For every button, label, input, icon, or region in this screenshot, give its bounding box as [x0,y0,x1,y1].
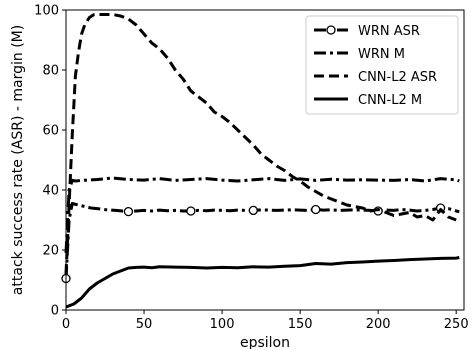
x-tick-label: 200 [366,317,391,332]
legend-label: CNN-L2 M [358,93,422,108]
legend-box [305,15,459,115]
legend-label: CNN-L2 ASR [358,70,437,85]
y-axis-label: attack success rate (ASR) - margin (M) [10,25,26,295]
x-tick-label: 250 [444,317,469,332]
plot-frame [65,9,465,311]
x-tick-label: 150 [288,317,313,332]
legend-marker [326,25,336,35]
x-tick-label: 0 [62,317,70,332]
legend-label: WRN M [358,47,405,62]
y-axis: 0 20 40 60 80 100 [34,4,66,319]
x-axis-label: epsilon [240,335,290,349]
y-tick-label: 40 [42,184,59,199]
x-tick-label: 50 [136,317,153,332]
series-marker [311,204,321,215]
legend-label: WRN ASR [358,24,420,39]
x-tick-label: 100 [210,317,235,332]
y-tick-label: 20 [42,244,59,259]
series-marker [186,206,196,216]
y-tick-label: 60 [42,124,59,139]
plot-area [61,13,460,309]
series-line-3 [64,13,457,275]
series-line-4 [65,256,460,309]
series-marker [123,206,134,217]
legend: WRN ASR WRN M CNN-L2 ASR CNN-L2 M [305,15,459,115]
y-tick-label: 100 [34,4,59,19]
series-marker [248,205,258,216]
series-line-2 [64,176,460,254]
y-tick-label: 0 [51,304,59,319]
x-axis: 0 50 100 150 200 250 [62,310,469,332]
y-tick-label: 80 [42,64,59,79]
